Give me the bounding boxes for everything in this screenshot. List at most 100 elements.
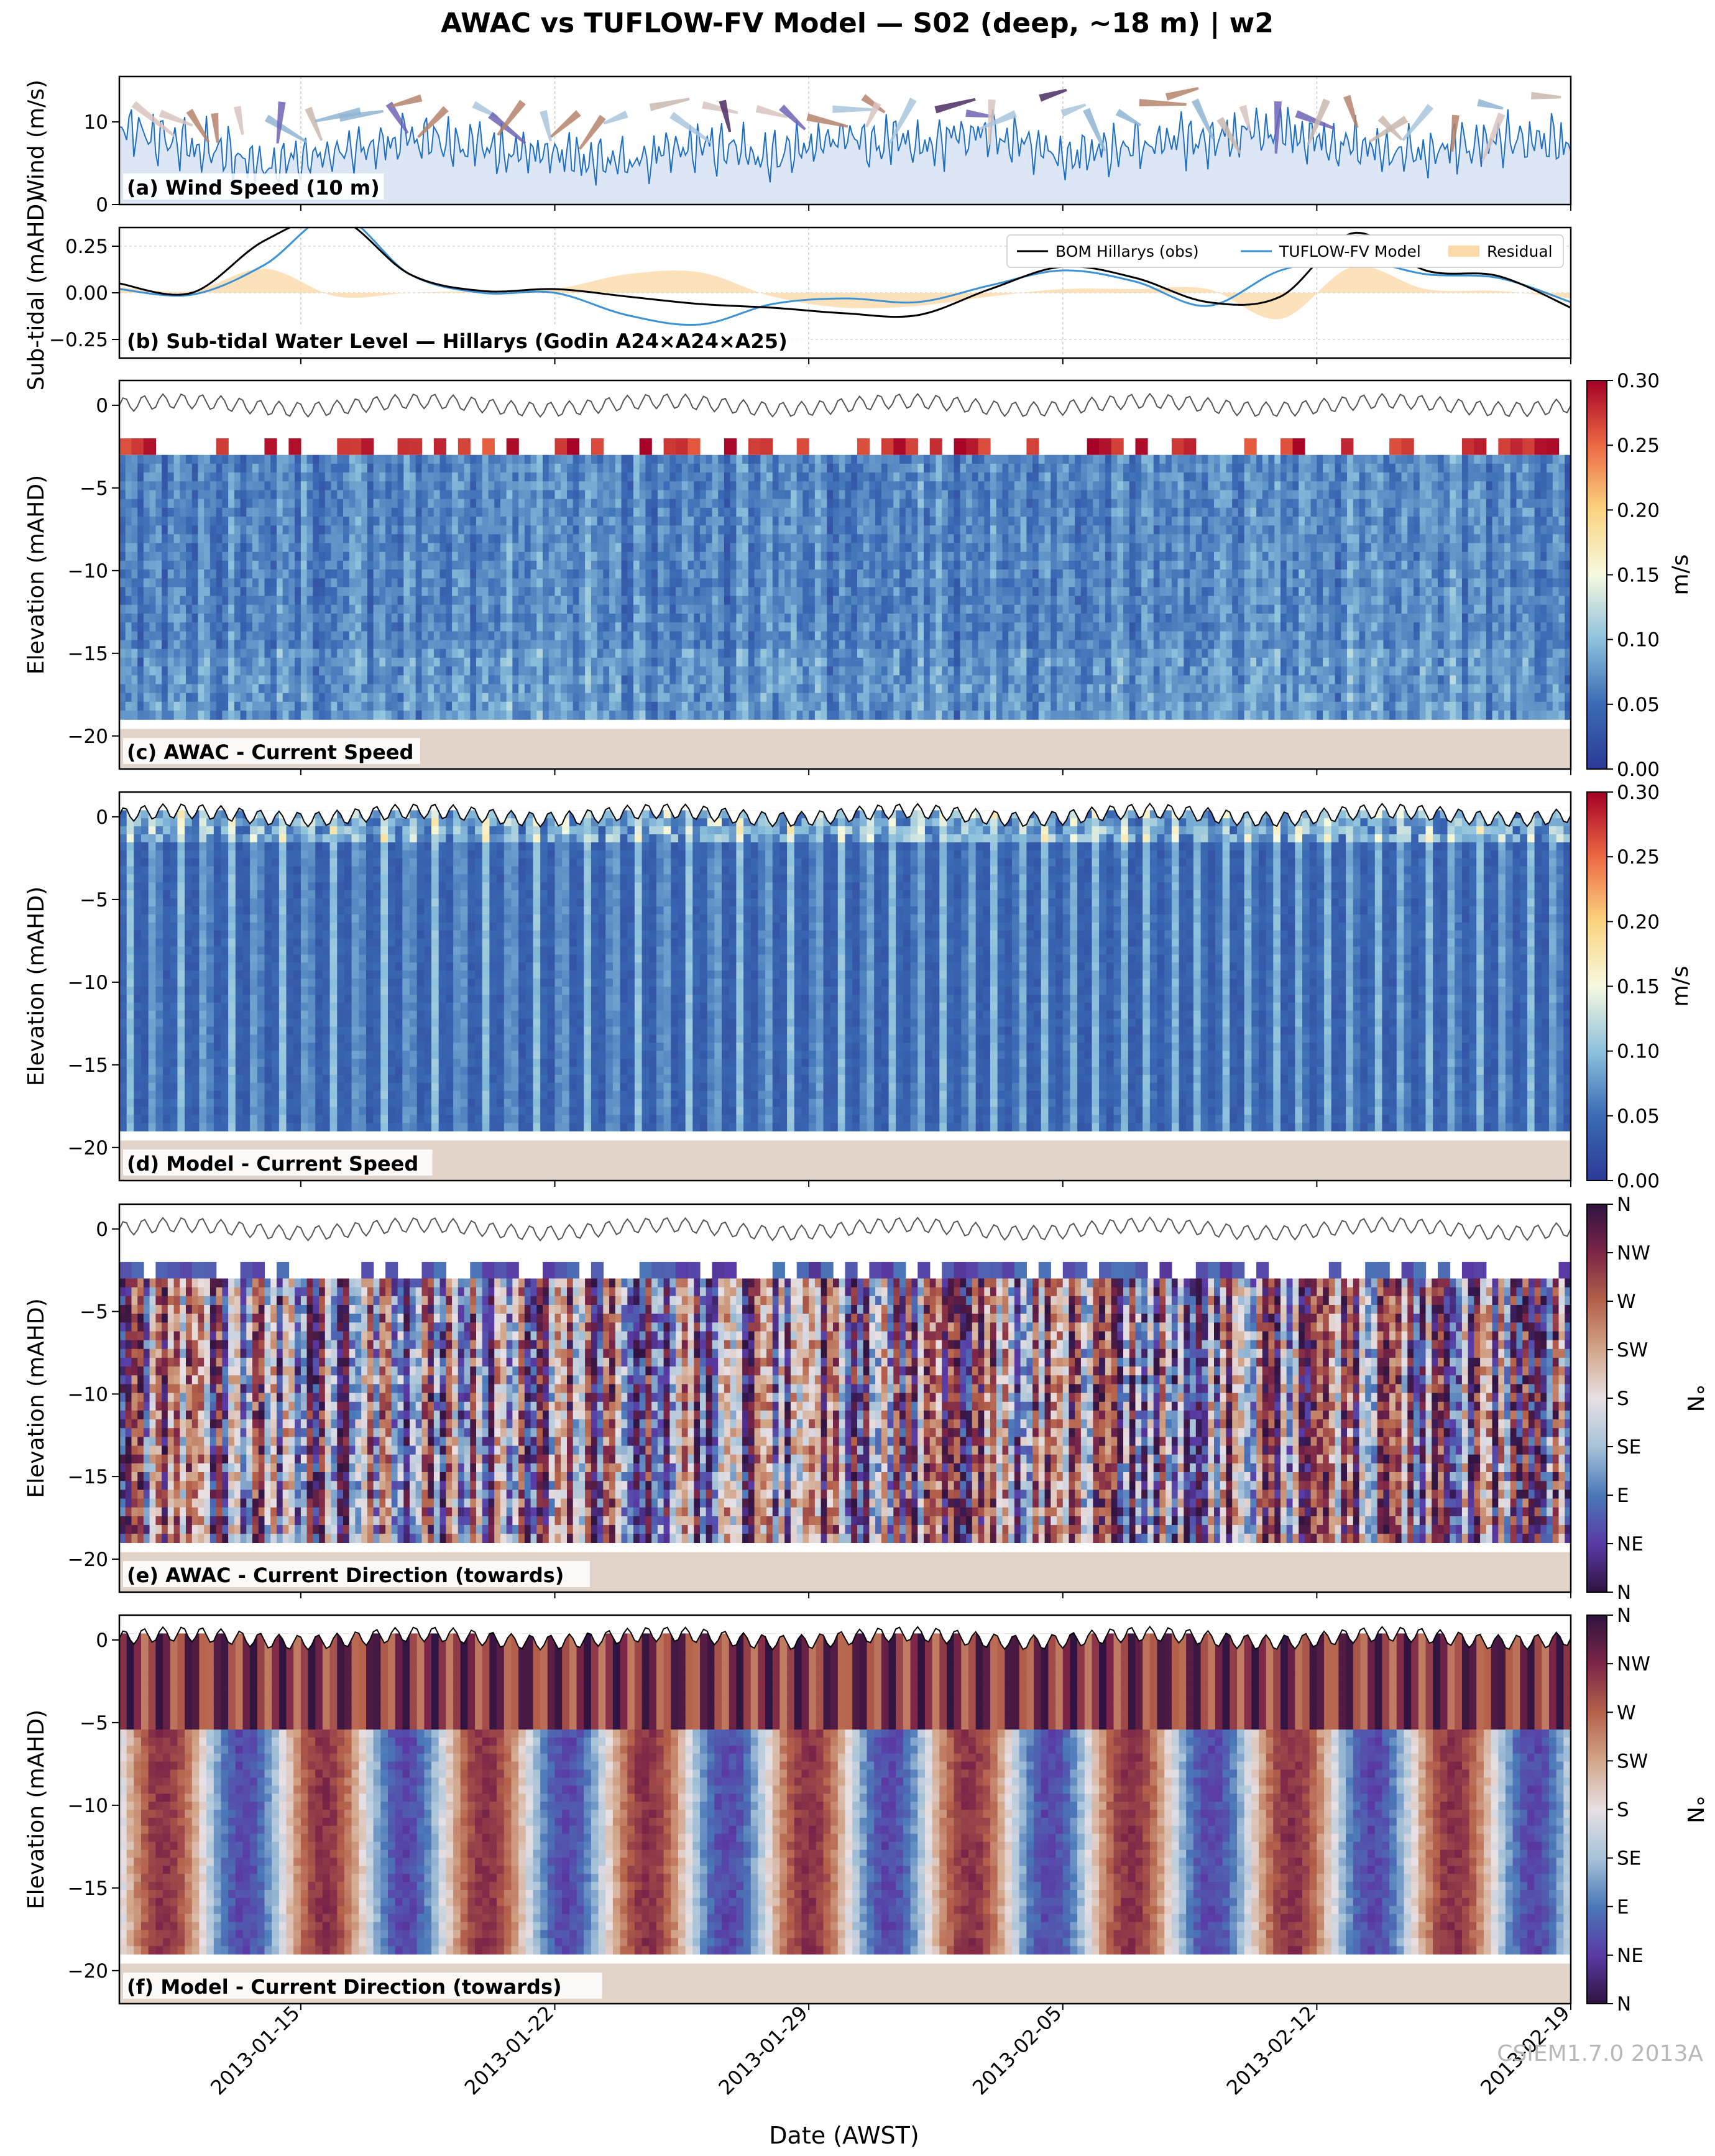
heatmap-cell	[488, 543, 495, 553]
heatmap-cell	[222, 525, 229, 535]
heatmap-cell	[585, 622, 592, 632]
heatmap-cell	[524, 463, 531, 473]
heatmap-cell	[446, 472, 453, 482]
heatmap-cell	[270, 525, 277, 535]
wind-arrow	[233, 106, 244, 136]
heatmap-cell	[131, 454, 138, 464]
heatmap-cell	[155, 614, 162, 623]
heatmap-cell	[669, 481, 676, 491]
heatmap-cell	[149, 472, 156, 482]
heatmap-cell	[282, 614, 289, 623]
heatmap-cell	[839, 569, 846, 579]
heatmap-cell	[391, 551, 398, 561]
heatmap-cell	[669, 701, 676, 711]
heatmap-cell	[875, 463, 882, 473]
heatmap-cell	[917, 675, 924, 685]
heatmap-cell	[869, 631, 876, 641]
heatmap-cell	[313, 666, 320, 676]
heatmap-cell	[706, 596, 712, 606]
wind-area	[119, 107, 1571, 205]
heatmap-cell	[258, 569, 265, 579]
heatmap-cell	[482, 560, 489, 570]
heatmap-cell	[960, 490, 967, 500]
heatmap-cell	[131, 569, 138, 579]
heatmap-cell	[1093, 701, 1100, 711]
heatmap-cell	[597, 543, 604, 553]
heatmap-cell	[893, 640, 900, 650]
heatmap-cell	[814, 560, 822, 570]
heatmap-cell	[1002, 631, 1009, 641]
heatmap-cell	[1087, 490, 1093, 500]
heatmap-cell	[814, 463, 822, 473]
heatmap-cell	[585, 631, 592, 641]
heatmap-cell	[264, 614, 271, 623]
heatmap-cell	[258, 560, 265, 570]
heatmap-cell	[476, 614, 483, 623]
heatmap-cell	[543, 701, 549, 711]
heatmap-cell	[119, 551, 126, 561]
heatmap-cell	[258, 499, 265, 509]
heatmap-cell	[863, 622, 870, 632]
heatmap-cell	[700, 560, 707, 570]
heatmap-cell	[669, 684, 676, 694]
heatmap-cell	[428, 481, 434, 491]
heatmap-cell	[554, 657, 561, 667]
heatmap-cell	[518, 543, 525, 553]
heatmap-cell	[869, 454, 876, 464]
heatmap-cell	[676, 463, 683, 473]
heatmap-cell	[355, 507, 362, 517]
heatmap-cell	[306, 648, 313, 658]
heatmap-cell	[410, 701, 416, 711]
heatmap-cell	[252, 587, 259, 597]
heatmap-cell	[639, 463, 646, 473]
heatmap-cell	[277, 543, 283, 553]
heatmap-cell	[324, 596, 332, 606]
heatmap-cell	[694, 684, 701, 694]
heatmap-cell	[167, 648, 175, 658]
heatmap-cell	[748, 543, 755, 553]
heatmap-cell	[700, 640, 707, 650]
heatmap-cell	[379, 481, 386, 491]
heatmap-cell	[633, 454, 640, 464]
heatmap-cell	[1014, 463, 1021, 473]
heatmap-cell	[802, 675, 809, 685]
heatmap-cell	[403, 490, 410, 500]
heatmap-cell	[500, 640, 507, 650]
heatmap-cell	[1026, 631, 1033, 641]
heatmap-cell	[240, 525, 247, 535]
heatmap-cell	[579, 666, 586, 676]
heatmap-cell	[337, 481, 344, 491]
heatmap-cell	[760, 675, 767, 685]
heatmap-cell	[990, 578, 997, 588]
heatmap-cell	[379, 711, 386, 720]
heatmap-cell	[676, 543, 683, 553]
heatmap-cell	[676, 499, 683, 509]
heatmap-cell	[373, 587, 380, 597]
heatmap-cell	[137, 490, 144, 500]
heatmap-cell	[518, 517, 525, 526]
heatmap-cell	[990, 525, 997, 535]
heatmap-cell	[814, 684, 822, 694]
heatmap-cell	[397, 596, 404, 606]
heatmap-cell	[373, 614, 380, 623]
heatmap-cell	[1062, 675, 1070, 685]
heatmap-cell	[687, 534, 694, 544]
heatmap-cell	[772, 534, 779, 544]
heatmap-cell	[524, 711, 531, 720]
heatmap-cell	[905, 640, 913, 650]
heatmap-cell	[875, 569, 882, 579]
heatmap-cell	[288, 543, 295, 553]
heatmap-cell	[173, 499, 180, 509]
heatmap-cell	[966, 596, 973, 606]
heatmap-cell	[772, 578, 779, 588]
heatmap-cell	[518, 551, 525, 561]
heatmap-cell	[313, 472, 320, 482]
heatmap-cell	[536, 648, 543, 658]
heatmap-cell	[893, 711, 900, 720]
heatmap-cell	[567, 472, 574, 482]
heatmap-cell	[143, 463, 150, 473]
heatmap-cell	[972, 604, 979, 614]
heatmap-cell	[446, 648, 453, 658]
heatmap-cell	[452, 666, 459, 676]
heatmap-cell	[687, 560, 694, 570]
